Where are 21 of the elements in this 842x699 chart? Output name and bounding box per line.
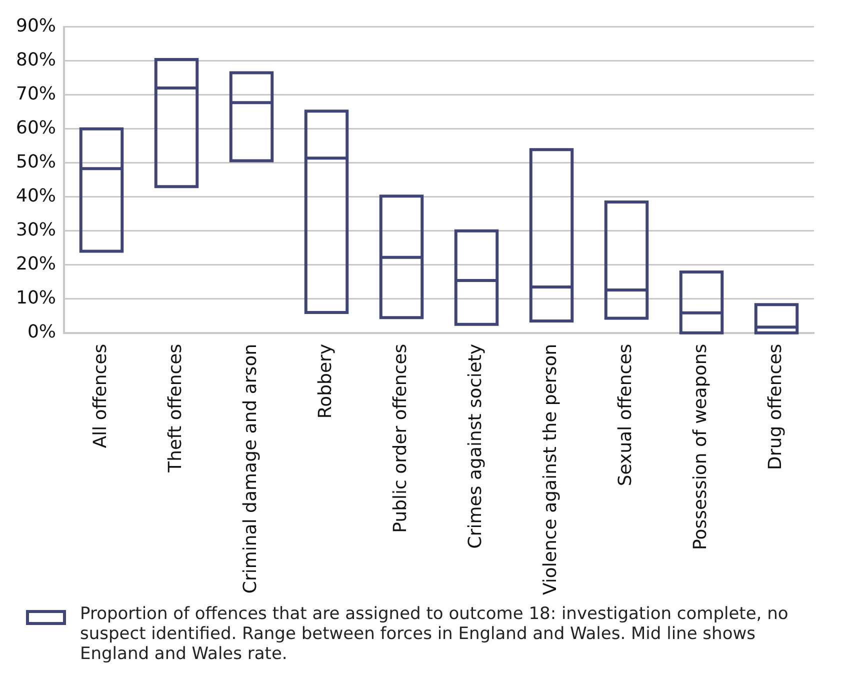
x-tick-label: Drug offences xyxy=(765,344,786,470)
x-tick-label: Theft offences xyxy=(165,344,186,474)
legend-label: Proportion of offences that are assigned to outcome 18: investigation complete, no suspect identified. Range between forces in England and Wales. Mid line shows England and Wales rate. xyxy=(80,604,790,664)
y-tick-label: 10% xyxy=(16,288,56,309)
y-tick-label: 40% xyxy=(16,186,56,207)
x-tick-label: Sexual offences xyxy=(615,344,636,486)
x-tick-label: Violence against the person xyxy=(540,344,562,596)
x-tick-label: Possession of weapons xyxy=(690,344,712,550)
y-tick-label: 80% xyxy=(16,49,56,70)
x-tick-label: Criminal damage and arson xyxy=(240,344,262,594)
y-tick-label: 60% xyxy=(16,118,56,138)
y-tick-label: 90% xyxy=(16,15,56,36)
y-tick-label: 50% xyxy=(16,152,56,173)
x-tick-label: Robbery xyxy=(315,344,336,419)
y-tick-label: 30% xyxy=(16,220,56,241)
y-tick-label: 0% xyxy=(27,322,56,343)
y-tick-label: 20% xyxy=(16,254,56,275)
x-tick-label: All offences xyxy=(90,344,112,448)
x-tick-label: Crimes against society xyxy=(465,344,486,549)
y-tick-label: 70% xyxy=(16,83,56,104)
x-tick-label: Public order offences xyxy=(390,344,412,533)
